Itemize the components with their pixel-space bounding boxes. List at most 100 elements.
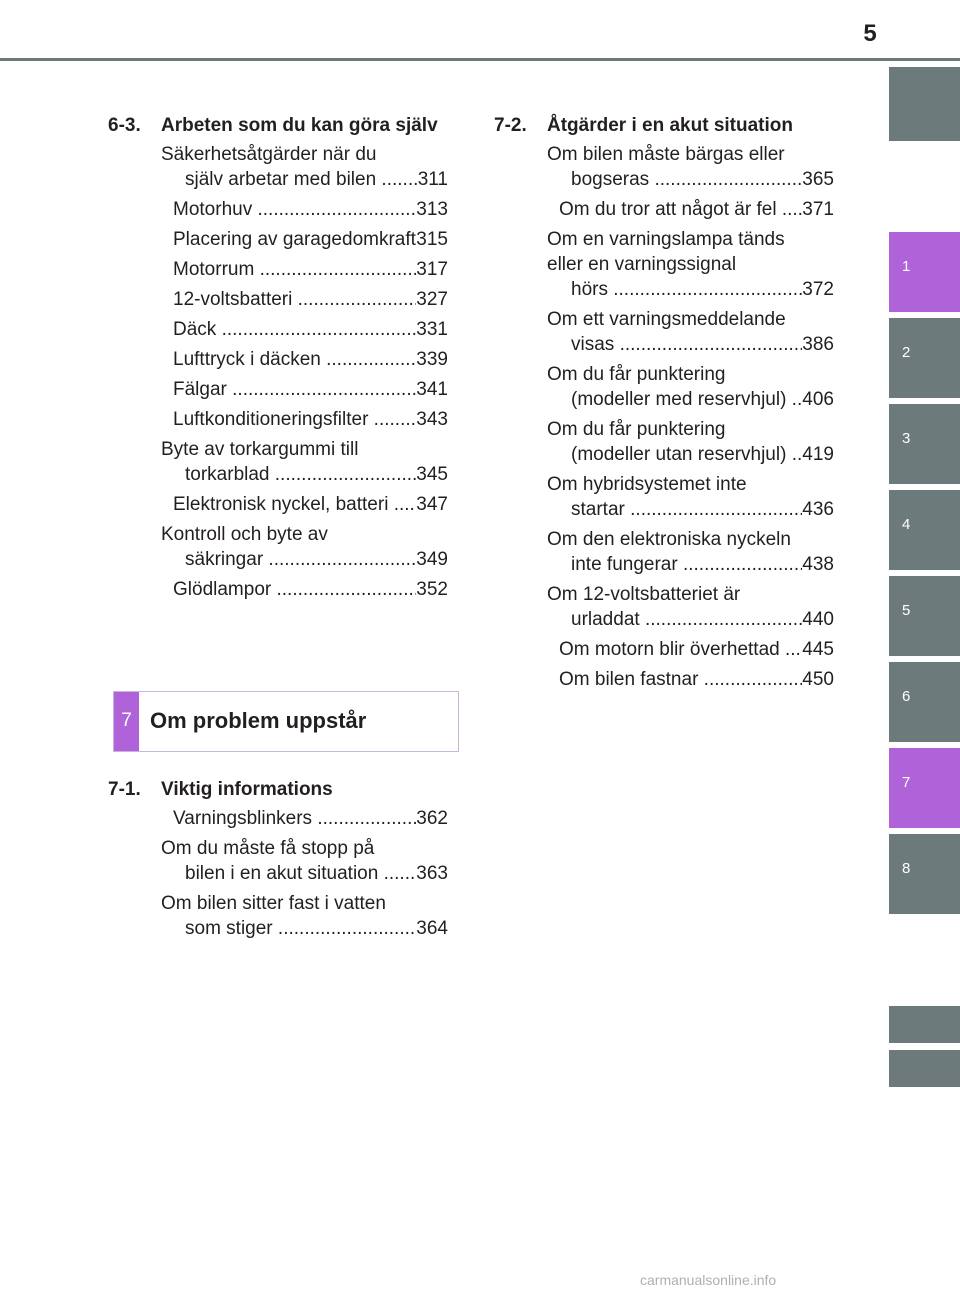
chapter-tab-7[interactable]: 7 <box>889 748 960 828</box>
toc-entry[interactable]: Kontroll och byte avsäkringar349 <box>161 522 448 572</box>
toc-entry[interactable]: Motorrum317 <box>161 257 448 282</box>
toc-entry[interactable]: Motorhuv313 <box>161 197 448 222</box>
left-column: 6-3. Arbeten som du kan göra själv Säker… <box>108 113 448 607</box>
toc-entry-line: Säkerhetsåtgärder när du <box>161 144 377 165</box>
toc-entry-page: 440 <box>802 609 834 630</box>
blank-tab[interactable] <box>889 1050 960 1087</box>
toc-entry-page: 450 <box>802 669 834 690</box>
section-number: 6-3. <box>108 115 141 136</box>
chapter-tab-6[interactable]: 6 <box>889 662 960 742</box>
chapter-tab-5[interactable]: 5 <box>889 576 960 656</box>
toc-entry-page: 339 <box>416 349 448 370</box>
section-6-3-heading: 6-3. Arbeten som du kan göra själv <box>108 113 448 138</box>
tab-label: 1 <box>902 257 911 275</box>
toc-entry[interactable]: Om ett varningsmeddelandevisas386 <box>547 307 834 357</box>
chapter-number: 7 <box>114 692 139 751</box>
tab-label: 6 <box>902 687 911 705</box>
toc-entry-title: (modeller med reservhjul) <box>571 387 802 412</box>
toc-entry-page: 362 <box>416 808 448 829</box>
chapter-tab-8[interactable]: 8 <box>889 834 960 914</box>
toc-entry-title: (modeller utan reservhjul) <box>571 442 802 467</box>
toc-entry[interactable]: Fälgar341 <box>161 377 448 402</box>
toc-entry-title: inte fungerar <box>571 552 802 577</box>
toc-entry-line: Om bilen måste bärgas eller <box>547 144 785 165</box>
toc-entry[interactable]: Om du får punktering (modeller med reserv… <box>547 362 834 412</box>
toc-entry[interactable]: Om bilen fastnar450 <box>547 667 834 692</box>
toc-entry[interactable]: Om du måste få stopp på bilen i en akut s… <box>161 836 448 886</box>
section-7-1-entries: Varningsblinkers362 Om du måste få stopp … <box>108 806 448 941</box>
toc-entry-title: Fälgar <box>173 377 416 402</box>
toc-entry-page: 343 <box>416 409 448 430</box>
toc-entry-title: som stiger <box>185 916 416 941</box>
chapter-tab-2[interactable]: 2 <box>889 318 960 398</box>
toc-entry-title: Om motorn blir överhettad <box>559 637 802 662</box>
toc-entry-title: Motorrum <box>173 257 416 282</box>
toc-entry-page: 363 <box>416 863 448 884</box>
toc-entry-line: Om ett varningsmeddelande <box>547 309 786 330</box>
toc-entry-page: 445 <box>802 639 834 660</box>
toc-entry[interactable]: Om hybridsystemet intestartar436 <box>547 472 834 522</box>
toc-entry[interactable]: Lufttryck i däcken339 <box>161 347 448 372</box>
toc-entry[interactable]: Om motorn blir överhettad445 <box>547 637 834 662</box>
section-7-1-heading: 7-1. Viktig informations <box>108 777 448 802</box>
toc-entry-title: Om du tror att något är fel <box>559 197 802 222</box>
toc-entry[interactable]: Luftkonditioneringsfilter343 <box>161 407 448 432</box>
toc-entry[interactable]: Om en varningslampa tänds eller en varnin… <box>547 227 834 302</box>
toc-entry[interactable]: Om du tror att något är fel371 <box>547 197 834 222</box>
toc-entry-line: eller en varningssignal <box>547 254 737 275</box>
chapter-tab-3[interactable]: 3 <box>889 404 960 484</box>
toc-entry-title: säkringar <box>185 547 416 572</box>
toc-entry-page: 341 <box>416 379 448 400</box>
toc-entry[interactable]: Varningsblinkers362 <box>161 806 448 831</box>
toc-entry-page: 419 <box>802 444 834 465</box>
toc-entry-title: Luftkonditioneringsfilter <box>173 407 416 432</box>
toc-entry-line: Kontroll och byte av <box>161 524 328 545</box>
toc-entry[interactable]: Elektronisk nyckel, batteri347 <box>161 492 448 517</box>
toc-entry-title: torkarblad <box>185 462 416 487</box>
toc-entry-line: Om hybridsystemet inte <box>547 474 747 495</box>
toc-entry-title: startar <box>571 497 802 522</box>
toc-entry-title: urladdat <box>571 607 802 632</box>
toc-entry-page: 313 <box>416 199 448 220</box>
watermark: carmanualsonline.info <box>640 1272 777 1288</box>
chapter-title: Om problem uppstår <box>150 708 367 733</box>
tab-label: 4 <box>902 515 911 533</box>
toc-entry-page: 438 <box>802 554 834 575</box>
section-7-2-heading: 7-2. Åtgärder i en akut situation <box>494 113 834 138</box>
toc-entry-title: Om bilen fastnar <box>559 667 802 692</box>
toc-entry[interactable]: Glödlampor352 <box>161 577 448 602</box>
chapter-tab-4[interactable]: 4 <box>889 490 960 570</box>
blank-tab[interactable] <box>889 67 960 141</box>
toc-entry-page: 386 <box>802 334 834 355</box>
toc-entry[interactable]: Om du får punktering (modeller utan reser… <box>547 417 834 467</box>
toc-entry-page: 331 <box>416 319 448 340</box>
toc-entry-page: 364 <box>416 918 448 939</box>
toc-entry[interactable]: Om den elektroniska nyckeln inte fungerar… <box>547 527 834 577</box>
toc-entry[interactable]: 12-voltsbatteri327 <box>161 287 448 312</box>
toc-entry[interactable]: Om bilen måste bärgas ellerbogseras365 <box>547 142 834 192</box>
toc-entry-title: hörs <box>571 277 802 302</box>
page-number: 5 <box>863 20 877 47</box>
toc-entry[interactable]: Byte av torkargummi tilltorkarblad345 <box>161 437 448 487</box>
toc-entry[interactable]: Däck331 <box>161 317 448 342</box>
section-6-3-entries: Säkerhetsåtgärder när du själv arbetar me… <box>108 142 448 602</box>
chapter-tab-1[interactable]: 1 <box>889 232 960 312</box>
right-column: 7-2. Åtgärder i en akut situation Om bil… <box>494 113 834 697</box>
toc-entry-title: Placering av garagedomkraft <box>173 227 416 252</box>
toc-entry-title: bilen i en akut situation <box>185 861 416 886</box>
toc-entry[interactable]: Placering av garagedomkraft315 <box>161 227 448 252</box>
toc-entry-page: 347 <box>416 494 448 515</box>
blank-tab[interactable] <box>889 1006 960 1043</box>
tab-label: 8 <box>902 859 911 877</box>
chapter-7-banner[interactable]: 7 Om problem uppstår <box>113 691 459 752</box>
toc-entry-page: 406 <box>802 389 834 410</box>
toc-entry[interactable]: Säkerhetsåtgärder när du själv arbetar me… <box>161 142 448 192</box>
toc-entry-title: Elektronisk nyckel, batteri <box>173 492 416 517</box>
toc-entry-title: Varningsblinkers <box>173 806 416 831</box>
toc-entry-title: bogseras <box>571 167 802 192</box>
toc-entry-title: Lufttryck i däcken <box>173 347 416 372</box>
toc-entry-line: Byte av torkargummi till <box>161 439 359 460</box>
toc-entry[interactable]: Om 12-voltsbatteriet ärurladdat440 <box>547 582 834 632</box>
toc-entry-title: Däck <box>173 317 416 342</box>
